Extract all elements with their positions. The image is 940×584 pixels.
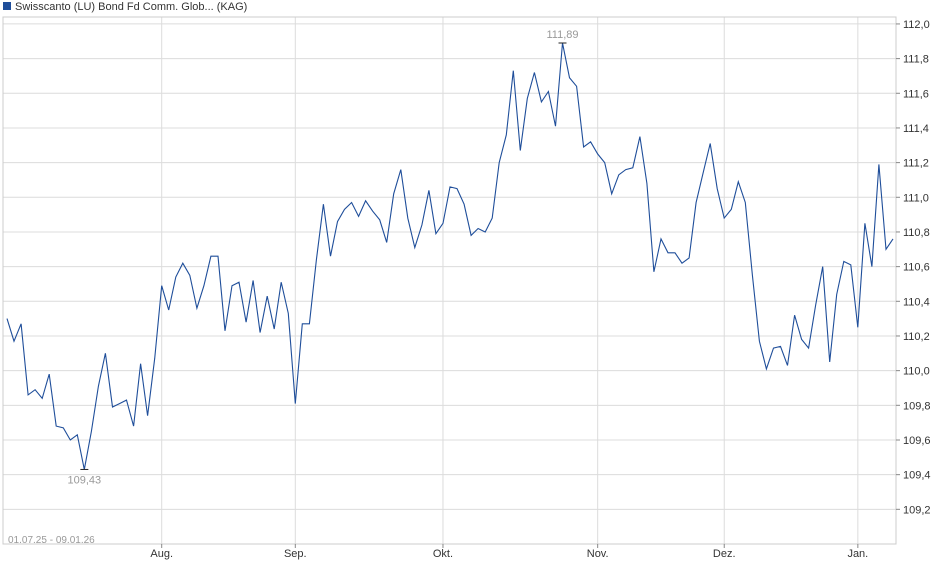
annotation-label: 111,89 — [547, 29, 579, 41]
annotation-label: 109,43 — [68, 474, 102, 486]
y-tick-label: 111,0 — [903, 192, 929, 204]
x-tick-label: Okt. — [433, 548, 453, 560]
y-tick-label: 110,0 — [903, 366, 930, 378]
y-tick-label: 110,4 — [903, 296, 930, 308]
chart-title: Swisscanto (LU) Bond Fd Comm. Glob... (K… — [15, 1, 247, 13]
legend-marker — [3, 2, 11, 10]
x-axis: Aug. Sep. Okt. Nov. Dez. Jan. — [150, 544, 868, 560]
y-tick-label: 109,8 — [903, 400, 931, 412]
y-tick-label: 111,4 — [903, 123, 929, 135]
plot-frame — [2, 16, 897, 545]
grid — [3, 17, 896, 544]
x-tick-label: Aug. — [150, 548, 173, 560]
y-tick-label: 109,2 — [903, 504, 931, 516]
x-tick-label: Dez. — [713, 548, 736, 560]
y-tick-label: 110,2 — [903, 331, 930, 343]
y-tick-label: 112,0 — [903, 19, 930, 31]
annotations: 111,89 109,43 — [68, 29, 579, 486]
y-tick-label: 110,8 — [903, 227, 930, 239]
series-line — [6, 42, 894, 470]
x-tick-label: Jan. — [847, 548, 868, 560]
x-tick-label: Sep. — [284, 548, 307, 560]
y-tick-label: 111,8 — [903, 54, 929, 66]
y-tick-label: 110,6 — [903, 262, 930, 274]
y-tick-label: 111,2 — [903, 158, 929, 170]
date-range-label: 01.07.25 - 09.01.26 — [8, 535, 95, 546]
y-tick-label: 109,6 — [903, 435, 931, 447]
y-axis: 109,2 109,4 109,6 109,8 110,0 110,2 110,4 110,6… — [896, 19, 931, 516]
y-tick-label: 109,4 — [903, 470, 931, 482]
x-tick-label: Nov. — [587, 548, 609, 560]
y-tick-label: 111,6 — [903, 88, 929, 100]
